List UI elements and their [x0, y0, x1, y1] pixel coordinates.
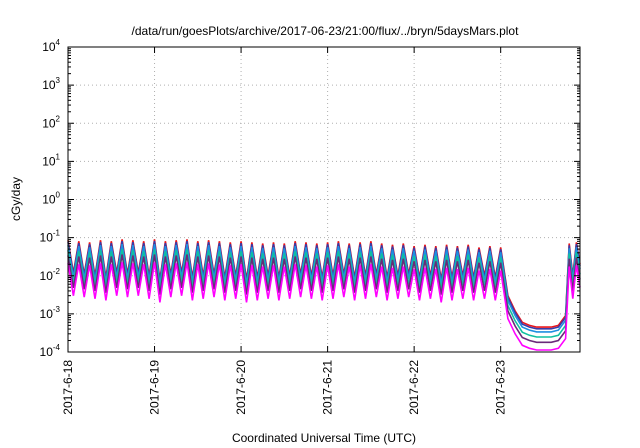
y-tick-label: 103 [42, 76, 60, 92]
x-axis-label: Coordinated Universal Time (UTC) [232, 431, 416, 445]
y-tick-label: 104 [42, 38, 60, 54]
y-tick-label: 10-3 [40, 305, 61, 321]
chart-title: /data/run/goesPlots/archive/2017-06-23/2… [132, 24, 520, 38]
series-group [67, 239, 581, 351]
series-6-line [67, 262, 581, 351]
x-tick-label: 2017-6-20 [234, 360, 248, 415]
y-axis-ticks: 10-4 10-3 10-2 10-1 100 101 102 103 104 [40, 38, 580, 359]
x-tick-label: 2017-6-19 [148, 360, 162, 415]
x-tick-label: 2017-6-18 [61, 360, 75, 415]
series-5-line [67, 254, 581, 344]
x-tick-label: 2017-6-22 [407, 360, 421, 415]
y-axis-label: cGy/day [9, 177, 23, 221]
y-tick-label: 100 [42, 191, 60, 207]
x-axis-ticks: 2017-6-18 2017-6-19 2017-6-20 2017-6-21 2017… [61, 47, 508, 415]
x-tick-label: 2017-6-23 [494, 360, 508, 415]
grid [68, 47, 580, 352]
y-tick-label: 101 [42, 152, 60, 168]
y-tick-label: 10-1 [40, 229, 61, 245]
x-tick-label: 2017-6-21 [321, 360, 335, 415]
y-tick-label: 10-4 [40, 343, 61, 359]
y-tick-label: 102 [42, 114, 60, 130]
y-tick-label: 10-2 [40, 267, 61, 283]
